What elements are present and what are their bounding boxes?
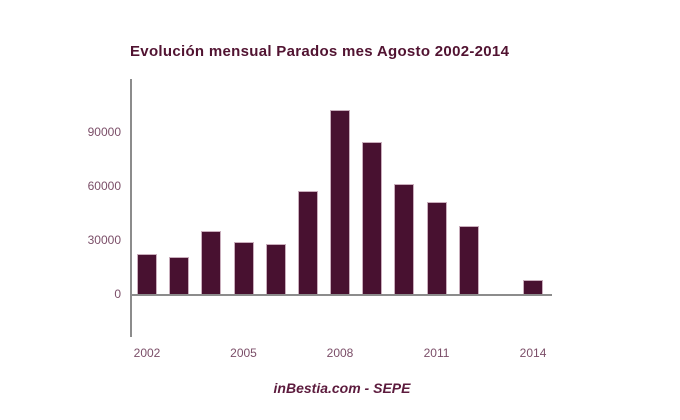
y-axis-tick-label: 60000 [87, 179, 121, 193]
bar-2005 [233, 241, 254, 294]
x-axis-tick-label: 2002 [133, 346, 161, 360]
bar-2003 [169, 257, 190, 294]
bar-2009 [362, 141, 383, 294]
bar-2011 [426, 202, 447, 294]
y-axis-tick-label: 0 [114, 287, 121, 301]
x-axis-baseline [130, 294, 552, 296]
y-axis-line [130, 79, 132, 337]
bar-2008 [330, 110, 351, 294]
bar-2002 [137, 254, 157, 294]
chart-source-caption: inBestia.com - SEPE [273, 380, 411, 396]
bar-2004 [201, 231, 222, 294]
chart-title: Evolución mensual Parados mes Agosto 200… [130, 43, 510, 60]
bar-2012 [458, 225, 479, 294]
bar-2006 [265, 243, 286, 294]
x-axis-tick-label: 2005 [230, 346, 257, 360]
bar-2014 [523, 279, 544, 294]
y-axis-tick-label: 90000 [87, 125, 121, 139]
x-axis-tick-label: 2011 [423, 346, 450, 360]
bar-2010 [394, 184, 415, 294]
x-axis-tick-label: 2014 [519, 346, 547, 360]
x-axis-tick-label: 2008 [326, 346, 354, 360]
bar-2007 [297, 191, 318, 294]
y-axis-tick-label: 30000 [87, 233, 121, 247]
